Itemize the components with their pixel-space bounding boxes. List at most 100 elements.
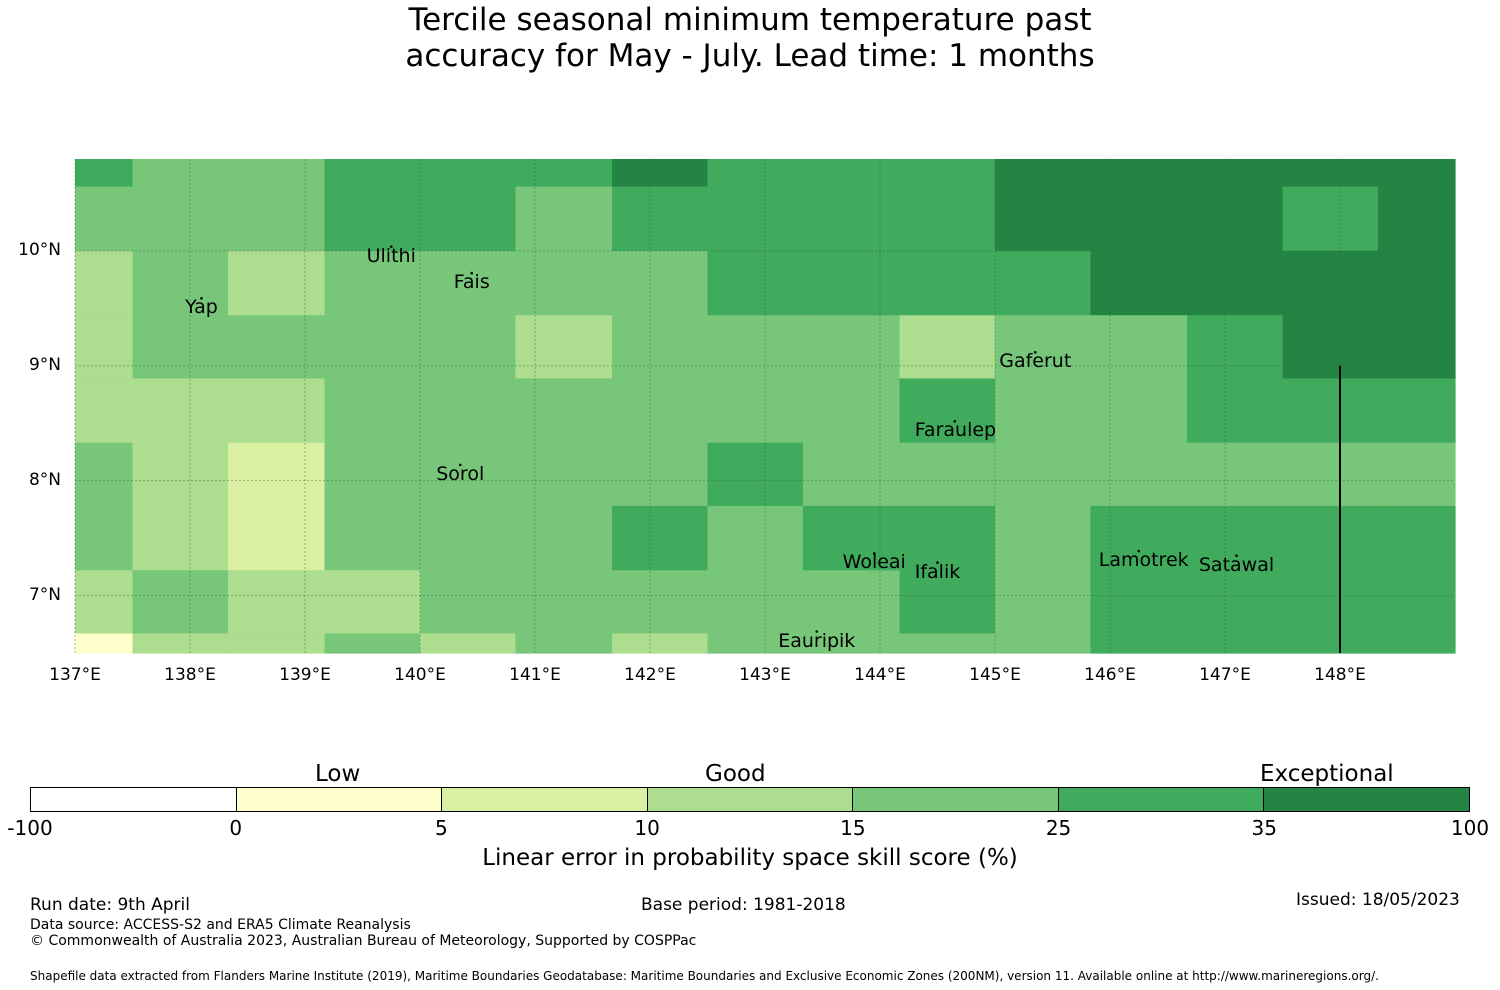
grid-cell (227, 250, 326, 316)
colorbar-tick-label: 15 (840, 816, 866, 840)
grid-cell (612, 378, 709, 444)
grid-cell (75, 250, 134, 316)
colorbar-bin-3 (442, 788, 648, 811)
grid-cell (802, 186, 901, 252)
island-marker (815, 630, 819, 633)
y-tick-label: 8°N (28, 469, 61, 490)
grid-cell (324, 250, 421, 316)
colorbar-tick-label: 35 (1251, 816, 1277, 840)
place-label-ifalik: Ifalik (914, 560, 961, 583)
grid-cell (1187, 378, 1284, 444)
grid-cell (515, 570, 613, 635)
graticule (74, 159, 1455, 653)
grid-cell (515, 442, 613, 507)
grid-cell (612, 505, 709, 571)
grid-cell (420, 505, 517, 571)
island-marker (872, 552, 876, 555)
grid-cell (420, 378, 517, 444)
grid-cell (1090, 159, 1188, 188)
grid-cell (227, 442, 326, 507)
grid-cell (1282, 186, 1379, 252)
island-marker (1033, 351, 1037, 354)
island-marker (470, 271, 474, 275)
grid-cell (75, 570, 134, 635)
grid-cell (132, 442, 229, 507)
grid-cell (707, 159, 804, 188)
x-tick-label: 144°E (854, 665, 906, 685)
grid-cell (707, 315, 804, 380)
island-marker (953, 419, 957, 423)
grid-cell (612, 159, 709, 188)
colorbar-bin-1 (31, 788, 237, 811)
grid-cell (1187, 633, 1284, 654)
grid-cell (1090, 315, 1188, 380)
grid-cell (612, 186, 709, 252)
grid-cell (324, 159, 421, 188)
grid-cell (612, 633, 709, 654)
grid-cell (802, 378, 901, 444)
category-good: Good (705, 761, 766, 787)
grid-cell (1090, 505, 1188, 571)
grid-cell (995, 442, 1092, 507)
x-tick-label: 138°E (164, 665, 216, 685)
island-marker (1235, 554, 1238, 557)
place-label-ulithi: Ulithi (366, 244, 416, 267)
title-line-1: Tercile seasonal minimum temperature pas… (408, 2, 1092, 38)
grid-cell (1187, 186, 1284, 252)
grid-cell (75, 442, 134, 507)
grid-cell (707, 442, 804, 507)
grid-cell (515, 159, 613, 188)
grid-cell (75, 315, 134, 380)
grid-cell (612, 442, 709, 507)
grid-cell (324, 186, 421, 252)
grid-cell (1282, 315, 1379, 380)
place-label-lamotrek: Lamotrek (1098, 549, 1189, 572)
grid-cell (515, 315, 613, 380)
place-label-fais: Fais (453, 271, 490, 294)
grid-cell (995, 186, 1092, 252)
chart-title: Tercile seasonal minimum temperature pas… (0, 2, 1500, 74)
place-label-yap: Yap (185, 296, 218, 319)
grid-cell (1377, 315, 1456, 380)
grid-cell (995, 250, 1092, 316)
island-marker (200, 297, 203, 300)
grid-cell (75, 505, 134, 571)
grid-cell (324, 570, 421, 635)
grid-cell (802, 505, 901, 571)
grid-cell (1377, 186, 1456, 252)
x-tick-label: 147°E (1199, 665, 1251, 685)
grid-cell (612, 570, 709, 635)
colorbar-bin-4 (647, 788, 854, 811)
grid-cell (1090, 442, 1188, 507)
island-marker (1137, 549, 1141, 553)
grid-cell (1282, 159, 1379, 188)
grid-cell (420, 633, 517, 654)
x-tick-label: 143°E (739, 665, 791, 685)
copyright: © Commonwealth of Australia 2023, Austra… (30, 933, 697, 949)
grid-cell (1187, 159, 1284, 188)
grid-cell (1282, 250, 1379, 316)
grid-cell (899, 378, 996, 444)
colorbar-tick-label: -100 (7, 816, 53, 840)
x-tick-label: 141°E (509, 665, 561, 685)
grid-cell (899, 159, 996, 188)
grid-cell (612, 315, 709, 380)
grid-cell (75, 159, 134, 188)
colorbar-tick-label: 5 (435, 816, 448, 840)
grid-cell (995, 505, 1092, 571)
colorbar-label: Linear error in probability space skill … (482, 845, 1018, 871)
island-marker (389, 245, 393, 248)
grid-cell (802, 442, 901, 507)
grid-cell (227, 570, 326, 635)
grid-cell (995, 315, 1092, 380)
x-tick-label: 142°E (624, 665, 676, 685)
grid-cell (1090, 570, 1188, 635)
grid-cell (1090, 633, 1188, 654)
place-label-gaferut: Gaferut (999, 350, 1072, 373)
grid-cell (1282, 633, 1379, 654)
grid-cell (1377, 378, 1456, 444)
grid-cell (227, 633, 326, 654)
grid-cell (132, 159, 229, 188)
grid-cell (1282, 378, 1379, 444)
grid-cell (802, 315, 901, 380)
